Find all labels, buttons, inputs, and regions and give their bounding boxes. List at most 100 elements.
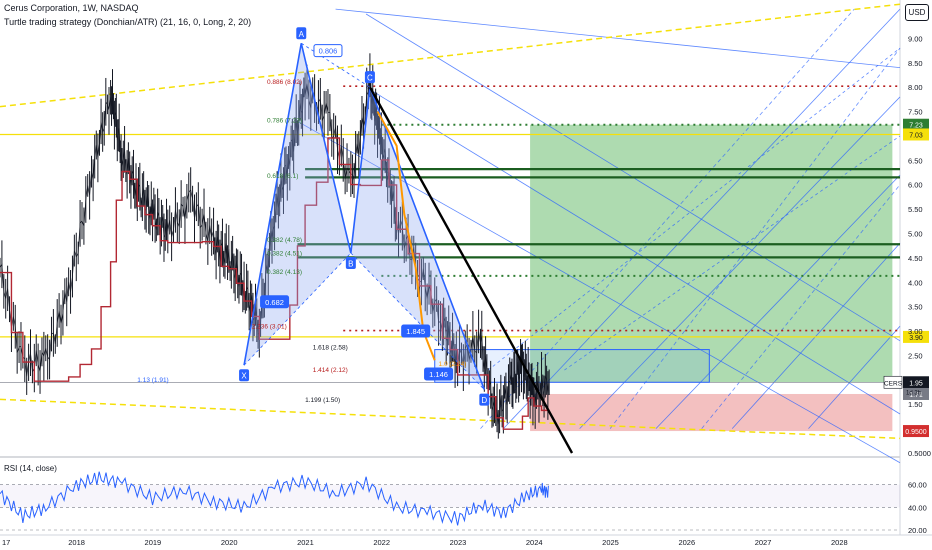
price-series: [0, 53, 550, 439]
fib-label: 0.382 (4.13): [267, 269, 302, 276]
price-tick-label: 8.00: [908, 83, 923, 92]
price-tick-label: 7.50: [908, 108, 923, 117]
price-badge-label: 0.9500: [905, 429, 927, 436]
price-tick-label: 0.5000: [908, 449, 931, 458]
price-badge: [903, 330, 929, 343]
pattern-point-d: D: [479, 393, 490, 406]
pattern-ratio: 0.806: [313, 44, 343, 58]
time-tick-label: 2020: [221, 538, 238, 547]
fib-label: 1.0 (2.24): [439, 361, 467, 368]
rsi-label: RSI (14, close): [4, 464, 57, 473]
price-tick-label: 6.00: [908, 181, 923, 190]
drawing-layer: [0, 0, 932, 536]
fib-label: 0.886 (8.02): [267, 79, 302, 86]
time-tick-label: 2021: [297, 538, 314, 547]
time-tick-label: 2018: [68, 538, 85, 547]
price-badge-label: 3.90: [909, 335, 923, 342]
price-tick-label: 1.50: [908, 400, 923, 409]
channel-line: [579, 96, 901, 429]
channel-line: [731, 242, 901, 429]
ratio-badge: [313, 44, 343, 58]
price-tick-label: 4.00: [908, 278, 923, 287]
trailing-stop-line: [0, 137, 550, 430]
fib-label: 0.382 (4.78): [267, 237, 302, 244]
fan-line: [480, 8, 855, 429]
fib-label: 1.618 (2.58): [313, 345, 348, 352]
rsi-panel: 60.00 40.00 20.00: [0, 471, 927, 535]
ratio-badge: [401, 324, 431, 338]
price-axis: 9.00 8.50 8.00 7.50 7.23 7.03 6.50 6.00 5.50 5.00…: [883, 34, 931, 458]
channel-line: [335, 8, 901, 69]
fib-label: 2.236 (3.01): [252, 324, 287, 331]
pattern-ratio: 0.682: [260, 295, 290, 309]
pattern-xb-line: [243, 252, 352, 366]
pattern-point-x: X: [239, 369, 250, 382]
time-tick-label: 2026: [678, 538, 695, 547]
ticker-badge: [883, 375, 903, 389]
pattern-point-c: C: [364, 71, 375, 84]
price-badge: [903, 118, 929, 131]
pattern-point-badge: [364, 71, 375, 84]
pattern-point-label: D: [481, 396, 487, 405]
price-tick-label: 5.00: [908, 230, 923, 239]
rsi-tick-label: 60.00: [908, 481, 927, 490]
pattern-point-badge: [479, 393, 490, 406]
time-tick-label: 2022: [373, 538, 390, 547]
descending-trend-line: [368, 86, 574, 454]
ratio-label: 0.682: [265, 298, 284, 307]
time-tick-label: 2019: [145, 538, 162, 547]
pattern-point-label: X: [241, 372, 247, 381]
countdown-label: 1d 3h: [906, 390, 921, 396]
pattern-bcd-fill: [350, 87, 485, 390]
price-tick-label: 9.00: [908, 34, 923, 43]
pattern-point-badge: [296, 27, 307, 40]
pattern-point-label: C: [367, 74, 373, 83]
time-tick-label: 2023: [450, 538, 467, 547]
price-badge: [903, 425, 929, 438]
pattern-ac-line: [301, 42, 371, 88]
rsi-line: [0, 471, 549, 526]
time-axis: 17 2018 2019 2020 2021 2022 2023 2024 2025 2026 20…: [2, 538, 848, 547]
ratio-badge: [424, 367, 454, 381]
price-badge-label: 1.71: [909, 392, 923, 399]
price-badge: [903, 376, 929, 389]
chart-title: Cerus Corporation, 1W, NASDAQ: [4, 3, 139, 13]
channel-line: [365, 86, 901, 415]
pattern-point-badge: [239, 369, 250, 382]
rsi-band: [0, 484, 900, 508]
price-tick-label: 5.50: [908, 205, 923, 214]
channel-line: [655, 174, 901, 429]
fan-line: [701, 184, 901, 429]
ratio-badge: [260, 295, 290, 309]
ticker-label: CERS: [884, 380, 903, 387]
price-tick-label: 6.50: [908, 156, 923, 165]
pattern-point-a: A: [296, 27, 307, 40]
fib-label: 0.618 (6.1): [267, 173, 298, 180]
pattern-point-badge: [345, 257, 356, 270]
price-badge-label: 1.95: [909, 380, 923, 387]
channel-line: [808, 325, 901, 429]
indicator-label[interactable]: Turtle trading strategy (Donchian/ATR) (…: [4, 17, 252, 27]
rsi-tick-label: 40.00: [908, 503, 927, 512]
price-badge: [903, 387, 929, 400]
time-tick-label: 2027: [755, 538, 772, 547]
fib-label: 1.414 (2.12): [313, 367, 348, 374]
ratio-label: 1.146: [429, 370, 448, 379]
time-tick-label: 2024: [526, 538, 543, 547]
resistance-trend-line: [0, 3, 901, 108]
fan-line: [609, 47, 901, 429]
pattern-point-label: A: [299, 30, 305, 39]
support-trend-line: [0, 398, 901, 440]
ratio-label: 1.845: [406, 327, 425, 336]
target-zone: [530, 124, 893, 383]
price-badge-label: 7.23: [909, 123, 923, 130]
pattern-xab-fill: [244, 43, 351, 366]
time-tick-label: 17: [2, 538, 10, 547]
price-tick-label: 8.50: [908, 59, 923, 68]
currency-button[interactable]: USD: [905, 4, 929, 21]
pattern-ratio: 1.146: [424, 367, 454, 381]
stop-zone: [530, 393, 893, 432]
time-tick-label: 2028: [831, 538, 848, 547]
price-line: [0, 75, 550, 425]
